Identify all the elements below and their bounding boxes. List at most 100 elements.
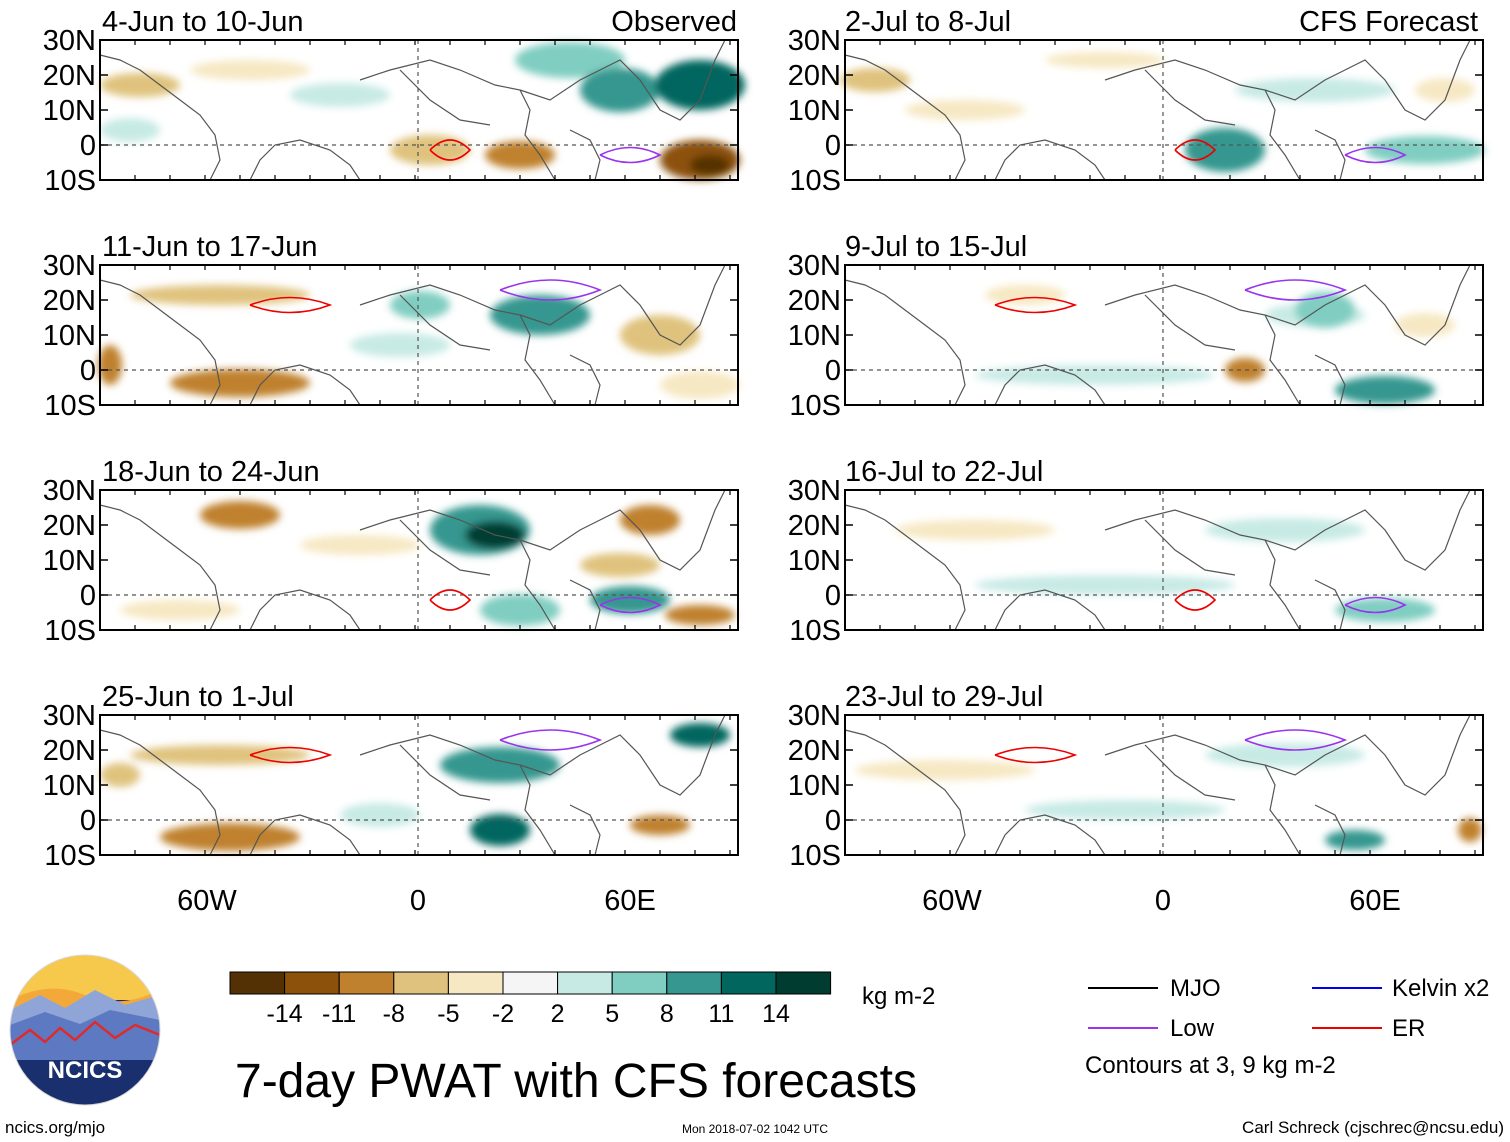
lat-label: 10N bbox=[43, 95, 96, 127]
contour-line bbox=[1344, 146, 1407, 164]
legend-kelvin-label: Kelvin x2 bbox=[1392, 975, 1489, 1002]
lon-label: 0 bbox=[1155, 885, 1171, 917]
lat-label: 10S bbox=[44, 390, 96, 422]
coastline bbox=[99, 279, 221, 406]
panel-forecast-2: 9-Jul to 15-Jul bbox=[845, 231, 1455, 404]
coastline bbox=[569, 354, 601, 406]
colorbar-swatch bbox=[447, 971, 504, 995]
lat-label: 30N bbox=[788, 25, 841, 57]
coastline bbox=[994, 364, 1106, 406]
colorbar: -14 -11 -8 -5 -2 2 5 8 11 14 kg m-2 bbox=[229, 971, 935, 1028]
lat-label: 10S bbox=[789, 615, 841, 647]
lat-label: 10N bbox=[788, 320, 841, 352]
lat-label: 20N bbox=[788, 735, 841, 767]
lat-label: 10N bbox=[788, 95, 841, 127]
pwat-anomaly-field bbox=[100, 723, 730, 851]
lat-label: 10N bbox=[43, 320, 96, 352]
panel-forecast-3: 16-Jul to 22-Jul bbox=[845, 456, 1435, 622]
colorbar-swatch bbox=[393, 971, 449, 995]
lat-label: 10S bbox=[789, 390, 841, 422]
lat-label: 0 bbox=[80, 805, 96, 837]
coastline bbox=[1264, 489, 1471, 571]
panel-observed-4-date: 25-Jun to 1-Jul bbox=[102, 681, 294, 713]
contour-line bbox=[994, 746, 1078, 764]
coastline bbox=[99, 504, 221, 631]
panel-border bbox=[844, 714, 1484, 856]
lat-label: 20N bbox=[43, 285, 96, 317]
coastline bbox=[1264, 714, 1471, 796]
lat-label: 20N bbox=[788, 60, 841, 92]
lat-label: 0 bbox=[80, 580, 96, 612]
coastline bbox=[399, 69, 491, 126]
colorbar-tick-label: -2 bbox=[492, 1000, 514, 1028]
panel-observed-2: 11-Jun to 17-Jun bbox=[98, 231, 740, 399]
lat-label: 30N bbox=[43, 475, 96, 507]
lon-label: 0 bbox=[410, 885, 426, 917]
lat-label: 10S bbox=[789, 165, 841, 197]
lat-label: 20N bbox=[788, 510, 841, 542]
coastline bbox=[99, 54, 221, 181]
colorbar-swatch bbox=[720, 971, 777, 995]
coastline bbox=[1314, 804, 1346, 856]
coastline bbox=[1314, 129, 1346, 181]
lat-label: 0 bbox=[825, 355, 841, 387]
colorbar-swatches bbox=[229, 971, 832, 995]
coastline bbox=[844, 279, 966, 406]
panel-forecast-1-date: 2-Jul to 8-Jul bbox=[845, 6, 1011, 38]
coastline bbox=[569, 579, 601, 631]
colorbar-ticks: -14 -11 -8 -5 -2 2 5 8 11 14 bbox=[267, 1000, 790, 1028]
legend-contour-note: Contours at 3, 9 kg m-2 bbox=[1085, 1052, 1336, 1079]
lon-label: 60E bbox=[604, 885, 656, 917]
contour-line bbox=[1244, 279, 1348, 301]
panel-observed-1: 4-Jun to 10-Jun Observed bbox=[100, 6, 745, 180]
coastline bbox=[844, 54, 966, 181]
lat-label: 0 bbox=[825, 580, 841, 612]
panel-observed-3: 18-Jun to 24-Jun bbox=[102, 456, 735, 626]
lat-label: 30N bbox=[788, 475, 841, 507]
footer-credit: Carl Schreck (cjschrec@ncsu.edu) bbox=[1242, 1118, 1504, 1137]
coastline bbox=[1144, 744, 1236, 801]
contour-line bbox=[1174, 589, 1217, 611]
colorbar-tick-label: -8 bbox=[383, 1000, 405, 1028]
colorbar-tick-label: 8 bbox=[660, 1000, 674, 1028]
coastline bbox=[249, 814, 361, 856]
pwat-anomaly-field bbox=[975, 285, 1455, 404]
coastline bbox=[399, 519, 491, 576]
lat-label: 30N bbox=[788, 700, 841, 732]
colorbar-tick-label: 2 bbox=[551, 1000, 565, 1028]
coastline bbox=[994, 814, 1106, 856]
coastline bbox=[519, 264, 726, 346]
coastline bbox=[399, 744, 491, 801]
coastline bbox=[399, 294, 491, 351]
lat-label: 10N bbox=[43, 545, 96, 577]
panel-observed-3-date: 18-Jun to 24-Jun bbox=[102, 456, 320, 488]
colorbar-tick-label: -11 bbox=[322, 1000, 356, 1028]
lat-label: 30N bbox=[788, 250, 841, 282]
observed-label: Observed bbox=[611, 6, 737, 38]
colorbar-swatch bbox=[611, 971, 668, 995]
colorbar-tick-label: -14 bbox=[267, 1000, 303, 1028]
pwat-anomaly-field bbox=[840, 52, 1485, 172]
coastline bbox=[1314, 354, 1346, 406]
colorbar-swatch bbox=[557, 971, 613, 995]
coastline bbox=[1264, 264, 1471, 346]
panel-forecast-2-date: 9-Jul to 15-Jul bbox=[845, 231, 1027, 263]
footer-timestamp: Mon 2018-07-02 1042 UTC bbox=[682, 1122, 828, 1136]
coastline bbox=[1104, 284, 1301, 406]
colorbar-tick-label: -5 bbox=[437, 1000, 459, 1028]
colorbar-tick-label: 5 bbox=[605, 1000, 619, 1028]
forecast-label: CFS Forecast bbox=[1299, 6, 1478, 38]
panel-forecast-1: 2-Jul to 8-Jul CFS Forecast bbox=[840, 6, 1485, 172]
legend-low-label: Low bbox=[1170, 1015, 1215, 1042]
lat-label: 0 bbox=[825, 130, 841, 162]
lat-label: 10N bbox=[788, 545, 841, 577]
lat-label: 30N bbox=[43, 25, 96, 57]
contour-line bbox=[599, 596, 662, 614]
contour-line bbox=[1244, 729, 1348, 751]
colorbar-tick-label: 14 bbox=[762, 1000, 790, 1028]
coastline bbox=[99, 729, 221, 856]
